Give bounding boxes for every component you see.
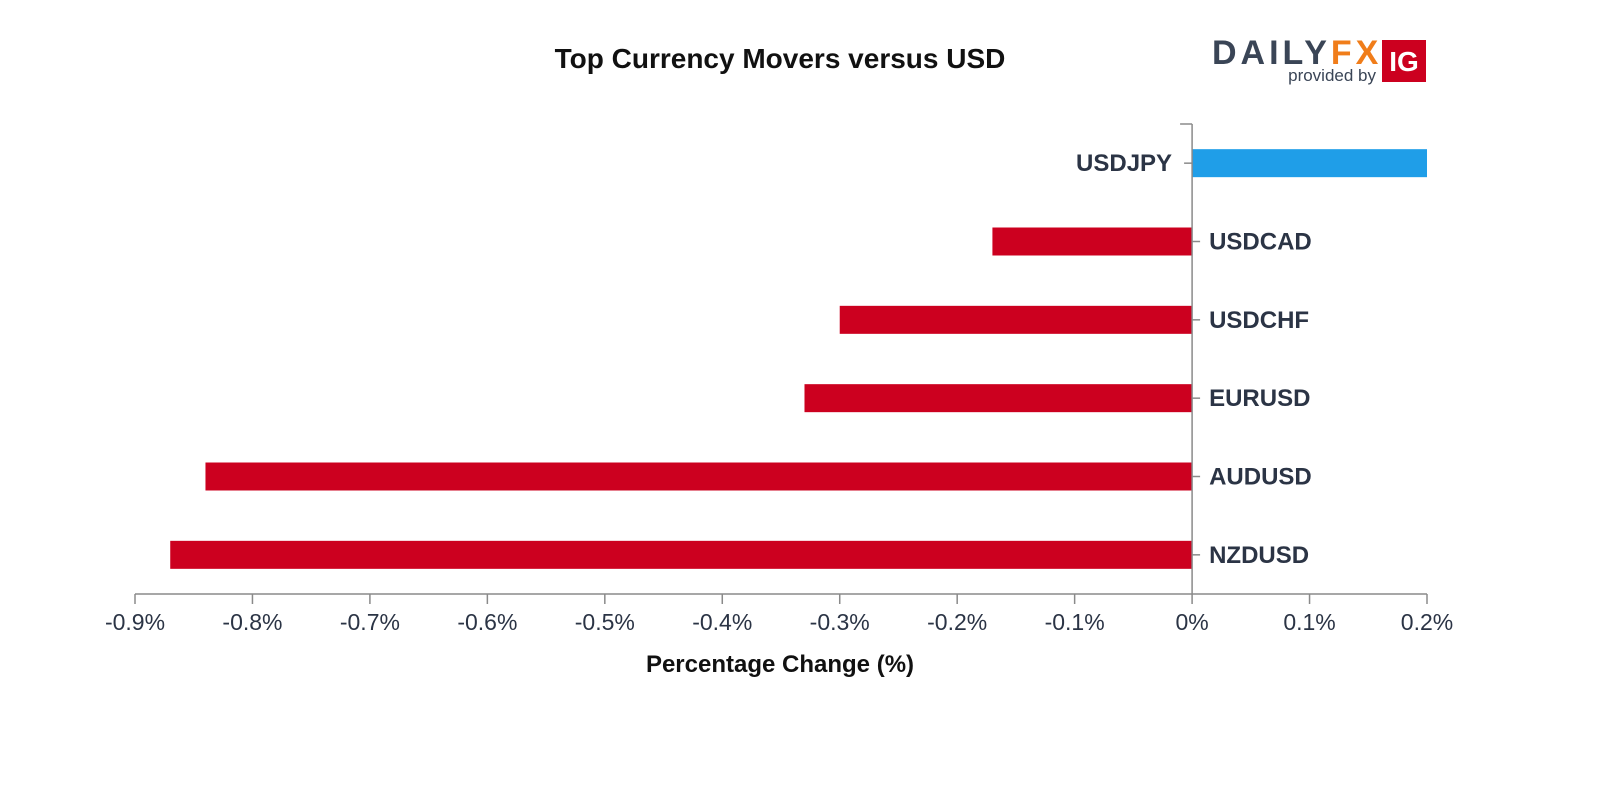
logo-fx-text: FX bbox=[1331, 34, 1382, 72]
bars-group bbox=[170, 149, 1427, 569]
bar-nzdusd bbox=[170, 540, 1193, 569]
x-tick-label: -0.6% bbox=[457, 609, 517, 635]
dailyfx-logo: DAILYFX provided by IG bbox=[1212, 34, 1426, 85]
axes-group bbox=[135, 123, 1427, 595]
category-label-usdchf: USDCHF bbox=[1209, 307, 1309, 334]
logo-ig-text: IG bbox=[1389, 46, 1419, 77]
bar-audusd bbox=[205, 462, 1193, 491]
x-tick-label: 0.2% bbox=[1401, 609, 1453, 635]
category-label-audusd: AUDUSD bbox=[1209, 464, 1312, 491]
category-label-usdjpy: USDJPY bbox=[1076, 150, 1172, 177]
category-label-usdcad: USDCAD bbox=[1209, 229, 1312, 256]
category-label-nzdusd: NZDUSD bbox=[1209, 542, 1309, 569]
x-tick-label: -0.8% bbox=[222, 609, 282, 635]
svg-text:DAILYFX: DAILYFX bbox=[1212, 34, 1382, 72]
x-tick-label: -0.4% bbox=[692, 609, 752, 635]
bar-usdjpy bbox=[1192, 149, 1427, 178]
logo-daily-text: DAILY bbox=[1212, 34, 1331, 72]
bar-usdchf bbox=[839, 305, 1193, 334]
bar-eurusd bbox=[804, 384, 1193, 413]
x-tick-label: 0% bbox=[1175, 609, 1208, 635]
x-ticks-group: -0.9% -0.8% -0.7% -0.6% -0.5% -0.4% -0.3% -0.2%… bbox=[105, 594, 1453, 635]
logo-provided-by-text: provided by bbox=[1288, 66, 1376, 85]
category-labels-group: USDJPY USDCAD USDCHF EURUSD AUDUSD NZDUSD bbox=[1076, 150, 1312, 569]
logo-ig-badge bbox=[1382, 40, 1426, 82]
x-tick-label: -0.2% bbox=[927, 609, 987, 635]
chart-title: Top Currency Movers versus USD bbox=[555, 43, 1006, 74]
x-tick-label: -0.1% bbox=[1045, 609, 1105, 635]
x-tick-label: -0.9% bbox=[105, 609, 165, 635]
x-tick-label: 0.1% bbox=[1283, 609, 1335, 635]
x-tick-label: -0.3% bbox=[810, 609, 870, 635]
x-tick-label: -0.5% bbox=[575, 609, 635, 635]
category-label-eurusd: EURUSD bbox=[1209, 385, 1310, 412]
x-axis-title: Percentage Change (%) bbox=[646, 651, 914, 678]
bar-usdcad bbox=[992, 227, 1193, 256]
x-tick-label: -0.7% bbox=[340, 609, 400, 635]
